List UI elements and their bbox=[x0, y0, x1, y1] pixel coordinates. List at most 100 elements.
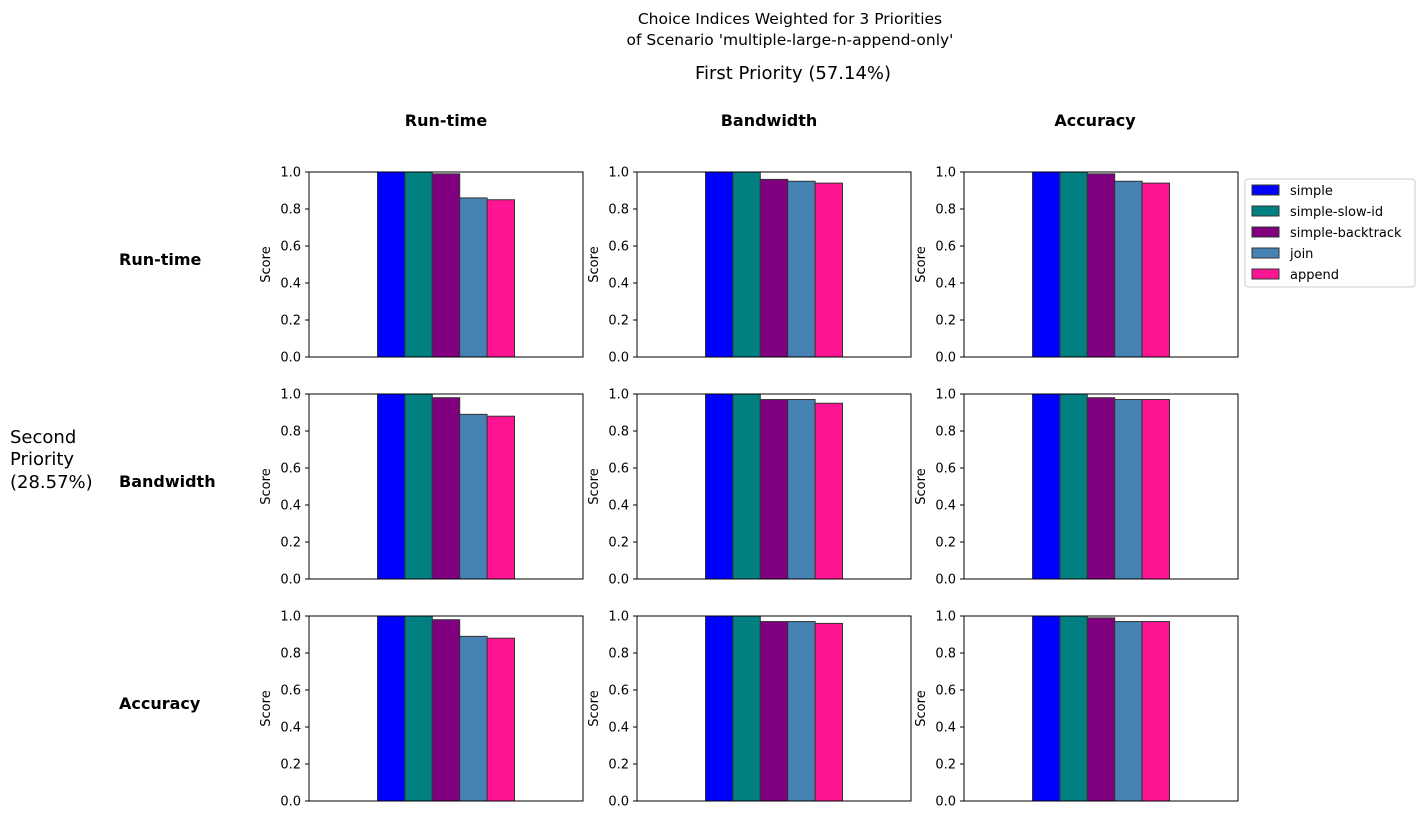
row-header-accuracy: Accuracy bbox=[119, 694, 201, 713]
bar-append bbox=[814, 622, 843, 802]
y-tick-label: 1.0 bbox=[280, 388, 301, 403]
y-tick-label: 0.0 bbox=[935, 573, 956, 588]
panel-frame bbox=[963, 393, 1239, 580]
y-tick-label: 0.6 bbox=[935, 684, 956, 699]
y-tick-label: 1.0 bbox=[608, 166, 629, 181]
bar-simple-backtrack bbox=[431, 173, 461, 358]
bar-join bbox=[787, 180, 816, 358]
bar-join bbox=[1114, 180, 1143, 358]
legend-swatch-simple-backtrack bbox=[1251, 226, 1280, 238]
legend-label-simple-backtrack: simple-backtrack bbox=[1290, 226, 1402, 241]
y-tick-label: 0.0 bbox=[280, 795, 301, 810]
y-tick-label: 0.6 bbox=[280, 462, 301, 477]
column-header-bandwidth: Bandwidth bbox=[721, 111, 818, 130]
bar-simple bbox=[705, 615, 734, 802]
panel-frame bbox=[308, 171, 584, 358]
bar-simple-slow-id bbox=[404, 393, 433, 580]
y-tick-label: 1.0 bbox=[935, 388, 956, 403]
second-priority-label-line-2: Priority bbox=[10, 449, 74, 470]
bar-simple-backtrack bbox=[759, 621, 789, 802]
y-tick-label: 0.4 bbox=[280, 721, 301, 736]
bar-join bbox=[459, 197, 488, 358]
bar-simple-slow-id bbox=[404, 171, 433, 358]
y-tick-label: 0.0 bbox=[608, 351, 629, 366]
bar-append bbox=[486, 637, 516, 802]
bar-simple-backtrack bbox=[431, 619, 461, 802]
bar-simple-backtrack bbox=[1086, 397, 1116, 580]
panel-r0-c2: 0.0 0.2 0.4 0.6 0.8 1.0 Score bbox=[914, 166, 1239, 366]
y-tick-label: 0.2 bbox=[935, 758, 956, 773]
bar-simple-backtrack bbox=[1086, 173, 1116, 358]
bar-simple bbox=[377, 171, 406, 358]
bar-append bbox=[1141, 399, 1170, 580]
y-axis-label: Score bbox=[259, 468, 274, 504]
y-tick-label: 1.0 bbox=[935, 610, 956, 625]
y-tick-label: 0.8 bbox=[280, 203, 301, 218]
panel-frame bbox=[308, 393, 584, 580]
y-tick-label: 0.4 bbox=[280, 499, 301, 514]
bar-join bbox=[1114, 621, 1143, 802]
panel-r2-c1: 0.0 0.2 0.4 0.6 0.8 1.0 Score bbox=[587, 610, 912, 810]
bar-append bbox=[814, 402, 843, 580]
panel-frame bbox=[963, 615, 1239, 802]
y-tick-label: 0.0 bbox=[608, 573, 629, 588]
bar-simple-backtrack bbox=[431, 397, 461, 580]
y-tick-label: 1.0 bbox=[935, 166, 956, 181]
y-axis-label: Score bbox=[587, 690, 602, 726]
y-tick-label: 0.8 bbox=[935, 425, 956, 440]
panel-r1-c1: 0.0 0.2 0.4 0.6 0.8 1.0 Score bbox=[587, 388, 912, 588]
y-axis-label: Score bbox=[587, 246, 602, 282]
bar-simple-slow-id bbox=[404, 615, 433, 802]
y-axis-label: Score bbox=[914, 246, 929, 282]
y-tick-label: 0.8 bbox=[608, 425, 629, 440]
bar-simple bbox=[1032, 393, 1061, 580]
y-tick-label: 0.2 bbox=[280, 536, 301, 551]
panel-r1-c0: 0.0 0.2 0.4 0.6 0.8 1.0 Score bbox=[259, 388, 584, 588]
row-header-run-time: Run-time bbox=[119, 250, 202, 269]
bar-join bbox=[787, 399, 816, 580]
y-tick-label: 0.2 bbox=[608, 758, 629, 773]
bar-join bbox=[459, 413, 488, 580]
y-tick-label: 0.4 bbox=[935, 277, 956, 292]
y-tick-label: 0.0 bbox=[608, 795, 629, 810]
bar-simple bbox=[705, 393, 734, 580]
bar-simple-slow-id bbox=[732, 615, 761, 802]
y-tick-label: 0.6 bbox=[608, 240, 629, 255]
y-tick-label: 1.0 bbox=[280, 610, 301, 625]
legend: simple simple-slow-id simple-backtrack join… bbox=[1244, 178, 1416, 288]
y-axis-label: Score bbox=[587, 468, 602, 504]
y-tick-label: 1.0 bbox=[280, 166, 301, 181]
legend-swatch-simple bbox=[1251, 184, 1280, 196]
y-tick-label: 0.6 bbox=[935, 462, 956, 477]
y-axis-label: Score bbox=[259, 690, 274, 726]
panels-group: 0.0 0.2 0.4 0.6 0.8 1.0 Score 0.0 0.2 0.4 0.6 0.8 1.… bbox=[259, 166, 1239, 810]
y-tick-label: 0.2 bbox=[280, 314, 301, 329]
y-tick-label: 0.0 bbox=[280, 573, 301, 588]
panel-frame bbox=[636, 393, 912, 580]
bar-simple-backtrack bbox=[759, 178, 789, 358]
bar-simple bbox=[1032, 171, 1061, 358]
y-tick-label: 0.0 bbox=[935, 351, 956, 366]
y-tick-label: 0.6 bbox=[608, 684, 629, 699]
y-tick-label: 0.6 bbox=[935, 240, 956, 255]
bar-join bbox=[459, 635, 488, 802]
bar-simple-backtrack bbox=[759, 399, 789, 580]
y-tick-label: 0.8 bbox=[280, 425, 301, 440]
legend-swatch-append bbox=[1251, 268, 1280, 280]
bar-simple-slow-id bbox=[1059, 171, 1088, 358]
y-tick-label: 0.4 bbox=[280, 277, 301, 292]
panel-r0-c1: 0.0 0.2 0.4 0.6 0.8 1.0 Score bbox=[587, 166, 912, 366]
y-tick-label: 0.6 bbox=[280, 240, 301, 255]
bar-join bbox=[787, 621, 816, 802]
panel-frame bbox=[963, 171, 1239, 358]
y-tick-label: 0.6 bbox=[280, 684, 301, 699]
legend-label-simple: simple bbox=[1290, 184, 1333, 199]
y-tick-label: 0.2 bbox=[280, 758, 301, 773]
chart-title-line-1: Choice Indices Weighted for 3 Priorities bbox=[638, 10, 942, 28]
bar-append bbox=[1141, 182, 1170, 358]
y-tick-label: 0.8 bbox=[280, 647, 301, 662]
y-tick-label: 0.4 bbox=[935, 499, 956, 514]
panel-frame bbox=[308, 615, 584, 802]
panel-frame bbox=[636, 171, 912, 358]
